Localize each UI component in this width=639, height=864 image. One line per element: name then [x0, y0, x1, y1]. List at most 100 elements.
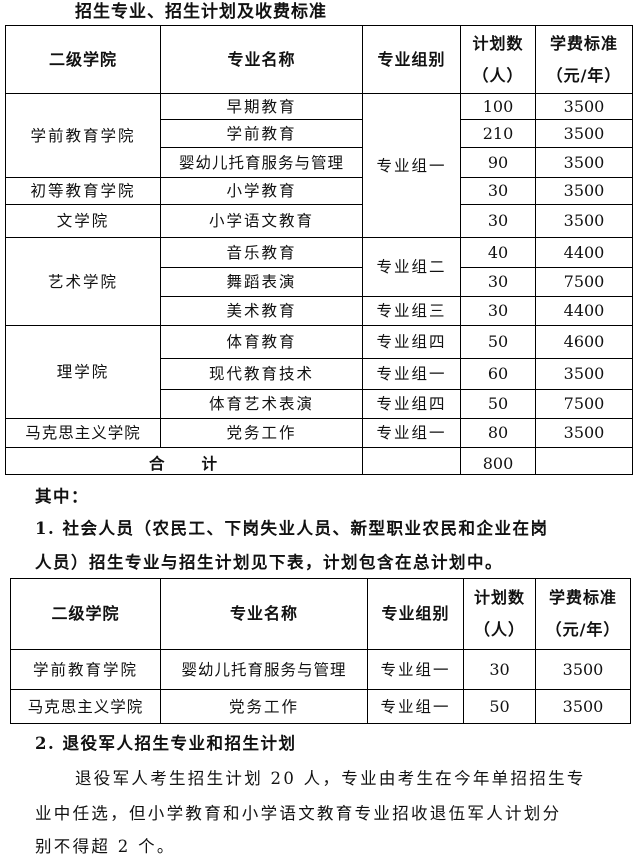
- college-cell: 学前教育学院: [5, 93, 161, 178]
- header-plan: 计划数 （人）: [460, 25, 536, 94]
- plan-cell: 210: [460, 119, 536, 148]
- table-row: 婴幼儿托育服务与管理 90 3500: [6, 147, 633, 178]
- table-row: 文学院 小学语文教育 30 3500: [5, 204, 633, 238]
- table-row: 舞蹈表演 30 7500: [6, 267, 633, 297]
- social-enrollment-table: 二级学院 专业名称 专业组别 计划数 （人） 学费标准 （元/年） 学前教育学院 婴…: [10, 578, 631, 724]
- group-cell: 专业组二: [362, 237, 461, 297]
- header-major: 专业名称: [160, 578, 368, 650]
- major-cell: 音乐教育: [160, 237, 363, 268]
- table-row: 初等教育学院 小学教育 30 3500: [5, 177, 633, 205]
- header-plan-line2: （人）: [472, 65, 524, 85]
- header-fee-line1: 学费标准: [549, 33, 618, 53]
- header-fee: 学费标准 （元/年）: [535, 25, 633, 94]
- plan-cell: 60: [460, 358, 536, 390]
- group-cell: 专业组一: [362, 418, 461, 448]
- major-cell: 小学教育: [160, 177, 363, 205]
- table-row: 艺术学院 音乐教育 专业组二 40 4400: [5, 237, 633, 326]
- table-header-row: 二级学院 专业名称 专业组别 计划数 （人） 学费标准 （元/年）: [5, 25, 633, 94]
- plan-cell: 30: [460, 296, 536, 326]
- header-major: 专业名称: [160, 25, 363, 94]
- major-cell: 舞蹈表演: [160, 267, 363, 297]
- major-cell: 早期教育: [160, 93, 363, 120]
- college-cell: 马克思主义学院: [5, 418, 161, 448]
- fee-cell: 3500: [535, 177, 633, 205]
- college-cell: 理学院: [5, 325, 161, 419]
- college-cell: 艺术学院: [5, 237, 161, 326]
- table-row: 学前教育学院 婴幼儿托育服务与管理 专业组一 30 3500: [10, 649, 631, 690]
- group-cell: 专业组一: [367, 689, 464, 724]
- section2-heading: 2. 退役军人招生专业和招生计划: [35, 734, 297, 753]
- major-cell: 现代教育技术: [160, 358, 363, 390]
- plan-cell: 30: [463, 649, 536, 690]
- table-row: 学前教育学院 早期教育 专业组一 100 3500: [5, 93, 633, 238]
- plan-cell: 50: [463, 689, 536, 724]
- group-cell: 专业组一: [367, 649, 464, 690]
- major-cell: 婴幼儿托育服务与管理: [160, 147, 363, 178]
- group-cell: 专业组四: [362, 325, 461, 359]
- table-header-row: 二级学院 专业名称 专业组别 计划数 （人） 学费标准 （元/年）: [10, 578, 631, 650]
- college-cell: 文学院: [5, 204, 161, 238]
- table-row: 体育艺术表演 专业组四 50 7500: [6, 389, 633, 419]
- total-row: 合 计 800: [5, 447, 633, 475]
- section1-line2: 人员）招生专业与招生计划见下表，计划包含在总计划中。: [35, 553, 503, 572]
- page-title: 招生专业、招生计划及收费标准: [75, 2, 327, 22]
- group-cell: 专业组三: [362, 296, 461, 326]
- group-cell: 专业组四: [362, 389, 461, 419]
- college-cell: 学前教育学院: [10, 649, 161, 690]
- table-row: 现代教育技术 专业组一 60 3500: [6, 358, 633, 390]
- major-cell: 学前教育: [160, 119, 363, 148]
- plan-cell: 80: [460, 418, 536, 448]
- fee-cell: 7500: [535, 389, 633, 419]
- major-cell: 党务工作: [160, 689, 368, 724]
- header-plan-line2: （人）: [473, 620, 525, 639]
- fee-cell: 4400: [535, 237, 633, 268]
- fee-cell: 3500: [535, 649, 631, 690]
- table-row: 美术教育 专业组三 30 4400: [6, 296, 633, 326]
- plan-cell: 30: [460, 177, 536, 205]
- major-cell: 小学语文教育: [160, 204, 363, 238]
- major-cell: 体育艺术表演: [160, 389, 363, 419]
- plan-cell: 40: [460, 237, 536, 268]
- major-cell: 党务工作: [160, 418, 363, 448]
- header-plan: 计划数 （人）: [463, 578, 536, 650]
- total-label: 合 计: [5, 447, 363, 475]
- section1-line1: 1. 社会人员（农民工、下岗失业人员、新型职业农民和企业在岗: [35, 519, 549, 538]
- plan-cell: 30: [460, 267, 536, 297]
- section2-line1: 退役军人考生招生计划 20 人，专业由考生在今年单招招生专: [75, 769, 586, 788]
- fee-cell: 3500: [535, 689, 631, 724]
- table-row: 马克思主义学院 党务工作 专业组一 50 3500: [10, 689, 631, 724]
- group-cell: 专业组一: [362, 358, 461, 390]
- table-row: 马克思主义学院 党务工作 专业组一 80 3500: [5, 418, 633, 448]
- section2-line3: 别不得超 2 个。: [35, 837, 176, 856]
- total-plan: 800: [460, 447, 536, 475]
- fee-cell: 3500: [535, 418, 633, 448]
- table-row: 理学院 体育教育 专业组四 50 4600: [5, 325, 633, 419]
- header-fee-line2: （元/年）: [545, 620, 621, 639]
- fee-cell: 3500: [535, 204, 633, 238]
- plan-cell: 90: [460, 147, 536, 178]
- header-fee-line2: （元/年）: [546, 65, 622, 85]
- header-fee-line1: 学费标准: [548, 588, 617, 607]
- header-group: 专业组别: [367, 578, 464, 650]
- header-group: 专业组别: [362, 25, 461, 94]
- fee-cell: 4600: [535, 325, 633, 359]
- group-cell: 专业组一: [362, 93, 461, 238]
- major-cell: 婴幼儿托育服务与管理: [160, 649, 368, 690]
- total-group-cell: [362, 447, 461, 475]
- fee-cell: 3500: [535, 93, 633, 120]
- fee-cell: 3500: [535, 119, 633, 148]
- header-fee: 学费标准 （元/年）: [535, 578, 631, 650]
- header-college: 二级学院: [5, 25, 161, 94]
- fee-cell: 4400: [535, 296, 633, 326]
- section2-line2: 业中任选，但小学教育和小学语文教育专业招收退伍军人计划分: [35, 804, 562, 823]
- fee-cell: 3500: [535, 147, 633, 178]
- college-cell: 马克思主义学院: [10, 689, 161, 724]
- plan-cell: 100: [460, 93, 536, 120]
- header-college: 二级学院: [10, 578, 161, 650]
- fee-cell: 7500: [535, 267, 633, 297]
- plan-cell: 30: [460, 204, 536, 238]
- plan-cell: 50: [460, 325, 536, 359]
- table-row: 学前教育 210 3500: [6, 119, 633, 148]
- plan-cell: 50: [460, 389, 536, 419]
- enrollment-table: 二级学院 专业名称 专业组别 计划数 （人） 学费标准 （元/年） 学前教育学院 早…: [5, 25, 633, 475]
